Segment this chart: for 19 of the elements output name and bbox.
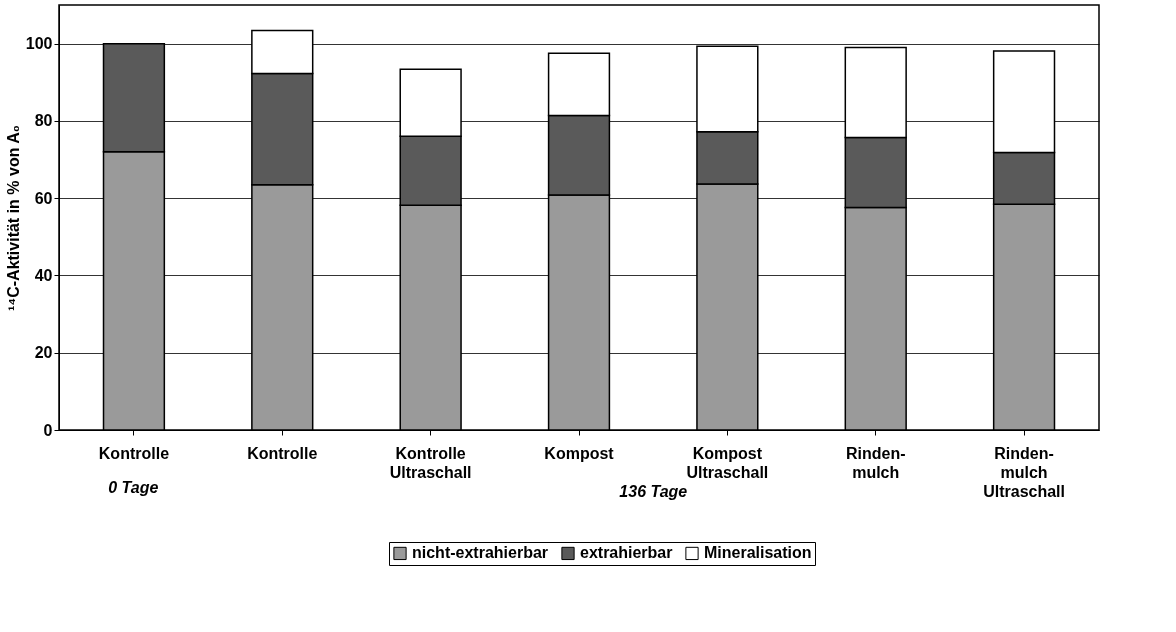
y-tick-label: 0	[43, 421, 53, 439]
legend-label: nicht-extrahierbar	[412, 544, 549, 562]
y-tick-label: 100	[25, 35, 53, 53]
text: 136 Tage	[619, 483, 688, 500]
y-tick-label: 60	[34, 189, 53, 207]
text: 0 Tage	[108, 479, 159, 496]
y-tick-label: 40	[34, 266, 53, 284]
x-tick-label: Kompost Ultraschall	[686, 444, 769, 481]
y-axis-title: ¹⁴C-Aktivität in % von A₀	[4, 124, 22, 312]
legend-label: Mineralisation	[704, 544, 812, 562]
x-tick-label: Kontrolle	[98, 444, 170, 462]
x-tick-label: Kontrolle	[247, 444, 318, 462]
x-tick-label: Rinden- mulch Ultraschall	[983, 444, 1065, 500]
y-tick-label: 20	[34, 344, 53, 362]
x-tick-label: Rinden- mulch	[845, 444, 906, 481]
x-tick-label: Kontrolle Ultraschall	[389, 444, 472, 481]
legend-label: extrahierbar	[580, 544, 673, 562]
x-tick-label: Kompost	[544, 444, 615, 462]
y-tick-label: 80	[34, 112, 53, 130]
